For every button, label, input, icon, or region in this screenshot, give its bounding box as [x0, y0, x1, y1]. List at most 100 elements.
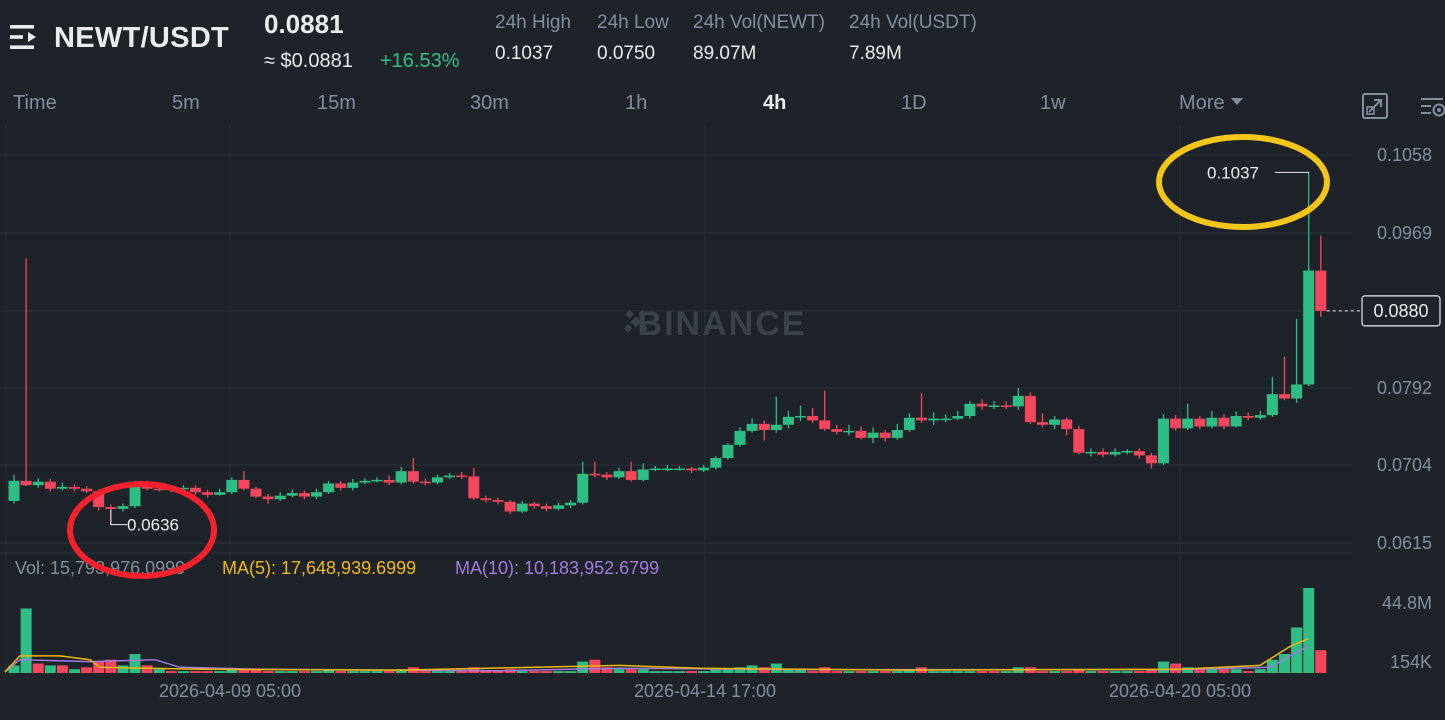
usd-price: ≈ $0.0881 [264, 50, 353, 72]
candle-body [770, 424, 782, 431]
candle-body [976, 403, 988, 407]
stat-value: 89.07M [693, 43, 757, 64]
current-price-marker: 0.0880 [1326, 295, 1441, 327]
ma5-line [4, 638, 1309, 673]
volume-bar [335, 671, 347, 673]
chart-settings-icon[interactable] [1419, 92, 1445, 120]
price-axis: 0.1058 0.0969 0.0792 0.0704 0.0615 [1377, 145, 1432, 553]
volume-bar [722, 669, 734, 673]
tab-1h[interactable]: 1h [625, 92, 648, 114]
stat-value: 7.89M [849, 43, 902, 64]
tab-4h[interactable]: 4h [763, 92, 787, 114]
trading-pair[interactable]: NEWT/USDT [54, 22, 230, 54]
candle-body [891, 430, 903, 438]
candle-body [1024, 395, 1036, 423]
candle-body [577, 473, 589, 503]
volume-bar [1000, 671, 1012, 673]
candle-body [226, 479, 238, 493]
candle-body [1121, 451, 1133, 453]
candle-body [540, 506, 552, 509]
current-price-label: 0.0880 [1373, 301, 1428, 321]
tab-1w[interactable]: 1w [1040, 92, 1066, 114]
candle-body [1133, 451, 1145, 456]
candle-body [1303, 270, 1315, 385]
tab-15m[interactable]: 15m [317, 92, 356, 114]
candle-body [480, 498, 492, 501]
candle-body [395, 471, 407, 483]
candle-body [371, 479, 383, 482]
volume-bar [153, 669, 165, 673]
tab-5m[interactable]: 5m [172, 92, 200, 114]
price-chart[interactable]: BINANCE 0.1058 0.0969 0.0792 0.0704 0.0615 0… [0, 125, 1445, 720]
volume-bar [758, 667, 770, 673]
price-tick-label: 0.0792 [1377, 378, 1432, 398]
candle-body [516, 503, 528, 512]
candle-body [1242, 416, 1254, 418]
ma5-value: MA(5): 17,648,939.6999 [222, 558, 416, 578]
candle-body [843, 430, 855, 433]
volume-bar [1133, 671, 1145, 673]
candle-body [855, 430, 867, 438]
volume-ma-lines [4, 638, 1309, 673]
candle-body [177, 487, 189, 490]
volume-bar [879, 671, 891, 673]
volume-bar [117, 665, 129, 673]
time-tick-label: 2026-04-14 17:00 [634, 681, 776, 701]
high-low-markers: 0.1037 0.0636 [110, 163, 1310, 535]
volume-bar [807, 671, 819, 673]
candle-body [1291, 384, 1303, 399]
volume-bar [988, 671, 1000, 673]
candle-body [734, 430, 746, 445]
tab-time[interactable]: Time [13, 92, 57, 114]
candle-body [1000, 405, 1012, 407]
candle-body [1061, 419, 1073, 430]
tab-30m[interactable]: 30m [470, 92, 509, 114]
volume-bar [843, 671, 855, 673]
candle-body [649, 468, 661, 471]
time-axis: 2026-04-09 05:00 2026-04-14 17:00 2026-04-… [159, 681, 1251, 701]
tab-1d[interactable]: 1D [901, 92, 927, 114]
volume-bar [480, 671, 492, 673]
candle-body [1049, 419, 1061, 425]
candle-body [44, 481, 56, 489]
volume-bar [56, 665, 68, 673]
tab-more[interactable]: More [1179, 92, 1243, 115]
volume-bars [8, 588, 1327, 673]
candle-body [867, 432, 879, 438]
price-tick-label: 0.0704 [1377, 455, 1432, 475]
candle-body [1073, 429, 1085, 453]
candle-body [81, 488, 93, 492]
candle-body [153, 488, 165, 491]
candle-body [1206, 417, 1218, 427]
candle-body [298, 493, 310, 497]
candle-body [238, 479, 250, 489]
volume-bar [1182, 667, 1194, 673]
fullscreen-icon[interactable] [1361, 92, 1389, 120]
volume-bar [577, 661, 589, 673]
ma10-line [4, 645, 1309, 673]
candle-body [625, 471, 637, 480]
volume-bar [274, 671, 286, 673]
candle-body [565, 502, 577, 506]
volume-bar [686, 671, 698, 673]
candle-body [105, 507, 117, 509]
volume-bar [1145, 669, 1157, 673]
stat-24h-low: 24h Low 0.0750 [597, 12, 669, 65]
candle-body [407, 471, 419, 482]
candle-body [807, 416, 819, 421]
candle-body [250, 488, 262, 497]
candle-body [383, 479, 395, 483]
volume-bar [734, 667, 746, 673]
menu-icon[interactable] [10, 24, 42, 50]
volume-legend: Vol: 15,793,976.0999 MA(5): 17,648,939.6… [15, 558, 659, 578]
candle-body [8, 480, 20, 501]
volume-bar [698, 671, 710, 673]
candle-body [129, 482, 141, 507]
high-marker-label: 0.1037 [1207, 163, 1259, 182]
volume-bar [1206, 669, 1218, 673]
volume-bar [1037, 671, 1048, 673]
candle-body [432, 477, 443, 483]
volume-bar [20, 608, 32, 673]
tab-more-label: More [1179, 92, 1225, 114]
volume-bar [601, 667, 613, 673]
